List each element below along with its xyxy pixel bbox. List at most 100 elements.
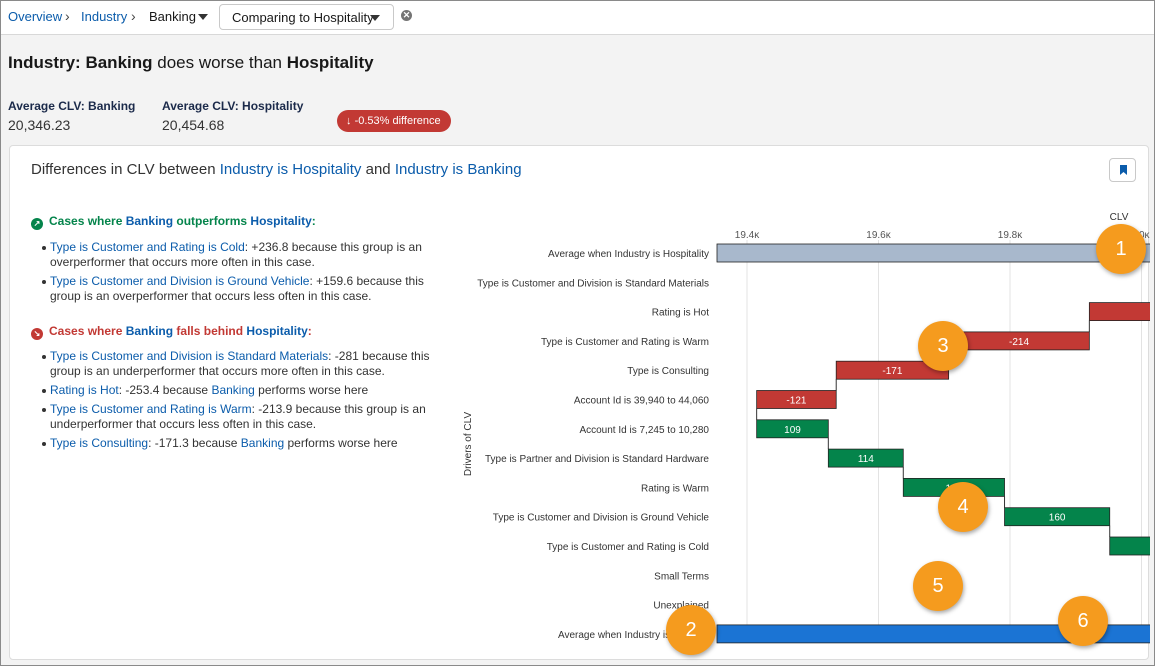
comparison-dropdown[interactable]: Comparing to Hospitality [219, 4, 394, 30]
y-category-label: Type is Partner and Division is Standard… [485, 454, 709, 465]
driver-link[interactable]: Type is Consulting [50, 436, 149, 450]
bar-value-label: 160 [1049, 513, 1066, 524]
headline-middle: does worse than [152, 53, 287, 72]
outperforms-heading-mid: outperforms [173, 214, 251, 228]
falls-behind-heading-suffix: : [307, 324, 312, 338]
waterfall-bar [1004, 507, 1111, 527]
y-category-label: Type is Customer and Rating is Cold [547, 542, 709, 553]
headline-target: Hospitality [286, 53, 374, 72]
callout-badge-1: 1 [1096, 224, 1146, 274]
trend-up-icon: ↗ [31, 218, 43, 230]
y-category-label: Rating is Hot [652, 308, 709, 319]
difference-badge-text: -0.53% difference [354, 115, 441, 127]
difference-badge: ↓ -0.53% difference [337, 110, 451, 132]
outperforms-heading-subject: Banking [125, 214, 174, 228]
y-category-label: Type is Consulting [627, 366, 709, 377]
card-title-link-hospitality[interactable]: Industry is Hospitality [219, 161, 362, 178]
y-axis-title: Drivers of CLV [463, 412, 474, 477]
chevron-down-icon[interactable] [198, 14, 208, 20]
list-item: Type is Consulting: -171.3 because Banki… [42, 436, 430, 451]
x-axis-title: CLV [1110, 212, 1129, 223]
y-category-label: Average when Industry is Banking [558, 630, 709, 641]
callout-badge-6: 6 [1058, 596, 1108, 646]
bookmark-button[interactable] [1109, 158, 1136, 182]
waterfall-bar [1109, 536, 1150, 556]
callout-badge-4: 4 [938, 482, 988, 532]
y-category-label: Type is Customer and Rating is Warm [541, 337, 709, 348]
falls-behind-heading-prefix: Cases where [49, 324, 126, 338]
falls-behind-list: Type is Customer and Division is Standar… [42, 349, 430, 455]
bar-value-label: -171 [882, 366, 902, 377]
bar-value-label: 114 [858, 454, 874, 465]
breadcrumb-current-dropdown[interactable]: Banking [149, 9, 196, 24]
clear-comparison-icon[interactable]: ✕ [401, 10, 412, 21]
y-category-label: Type is Customer and Division is Ground … [493, 513, 710, 524]
breadcrumb-overview-link[interactable]: Overview [8, 9, 63, 24]
page-title: Industry: Banking does worse than Hospit… [8, 53, 374, 73]
target-bar [716, 624, 1150, 644]
driver-explanation-suffix: performs worse here [284, 436, 398, 450]
outperforms-list: Type is Customer and Rating is Cold: +23… [42, 240, 430, 308]
card-title-link-banking[interactable]: Industry is Banking [394, 161, 522, 178]
outperforms-heading-prefix: Cases where [49, 214, 126, 228]
card-title-prefix: Differences in CLV between [31, 161, 220, 178]
waterfall-bar [1088, 302, 1150, 322]
waterfall-bar [756, 390, 837, 409]
list-item: Rating is Hot: -253.4 because Banking pe… [42, 383, 430, 398]
falls-behind-heading-target: Hospitality [246, 324, 308, 338]
chevron-down-icon [370, 15, 380, 21]
y-category-label: Small Terms [654, 571, 709, 582]
callout-badge-5: 5 [913, 561, 963, 611]
banking-link[interactable]: Banking [211, 383, 255, 397]
kpi-label-banking: Average CLV: Banking [8, 99, 136, 113]
headline-prefix: Industry: [8, 53, 86, 72]
driver-link[interactable]: Type is Customer and Rating is Warm [50, 402, 252, 416]
driver-link[interactable]: Type is Customer and Rating is Cold [50, 240, 245, 254]
bar-value-label: -214 [1009, 337, 1029, 348]
list-item: Type is Customer and Rating is Warm: -21… [42, 402, 430, 432]
kpi-value-hospitality: 20,454.68 [162, 117, 225, 133]
arrow-down-icon: ↓ [346, 115, 352, 127]
y-category-label: Account Id is 39,940 to 44,060 [574, 396, 710, 407]
chevron-right-icon: › [65, 8, 70, 24]
chevron-right-icon: › [131, 8, 136, 24]
list-item: Type is Customer and Division is Ground … [42, 274, 430, 304]
insights-card: Differences in CLV between Industry is H… [9, 145, 1150, 660]
breadcrumb-industry-link[interactable]: Industry [81, 9, 128, 24]
card-title: Differences in CLV between Industry is H… [31, 161, 522, 178]
driver-explanation: : +236.8 because this group is an overpe… [50, 240, 422, 269]
list-item: Type is Customer and Rating is Cold: +23… [42, 240, 430, 270]
banking-link[interactable]: Banking [240, 436, 285, 450]
bar-value-label: -121 [786, 396, 806, 407]
driver-explanation-suffix: performs worse here [254, 383, 369, 397]
outperforms-heading: ↗ Cases where Banking outperforms Hospita… [31, 214, 316, 230]
baseline-bar [716, 243, 1150, 263]
x-tick-label: 19.4ĸ [735, 230, 760, 241]
driver-link[interactable]: Rating is Hot [50, 383, 119, 397]
driver-explanation: : -253.4 because [118, 383, 212, 397]
comparison-dropdown-label: Comparing to Hospitality [232, 10, 374, 25]
callout-badge-2: 2 [666, 605, 716, 655]
falls-behind-heading-subject: Banking [125, 324, 174, 338]
breadcrumb: Overview › Industry › Banking Comparing … [1, 1, 1154, 35]
y-category-label: Rating is Warm [641, 483, 709, 494]
driver-explanation: : -171.3 because [148, 436, 241, 450]
driver-explanation: : -213.9 because this group is an underp… [50, 402, 426, 431]
kpi-label-hospitality: Average CLV: Hospitality [162, 99, 304, 113]
bar-value-label: 109 [784, 425, 801, 436]
waterfall-bar [827, 448, 904, 468]
callout-badge-3: 3 [918, 321, 968, 371]
y-category-label: Account Id is 7,245 to 10,280 [579, 425, 709, 436]
falls-behind-heading: ↘ Cases where Banking falls behind Hospit… [31, 324, 312, 340]
headline-subject: Banking [85, 53, 153, 72]
kpi-value-banking: 20,346.23 [8, 117, 71, 133]
outperforms-heading-suffix: : [311, 214, 316, 228]
x-tick-label: 19.8ĸ [998, 230, 1023, 241]
x-tick-label: 19.6ĸ [866, 230, 891, 241]
card-title-mid: and [361, 161, 395, 178]
y-category-label: Type is Customer and Division is Standar… [477, 278, 709, 289]
waterfall-bar [756, 419, 829, 439]
driver-link[interactable]: Type is Customer and Division is Ground … [50, 274, 310, 288]
driver-link[interactable]: Type is Customer and Division is Standar… [50, 349, 329, 363]
